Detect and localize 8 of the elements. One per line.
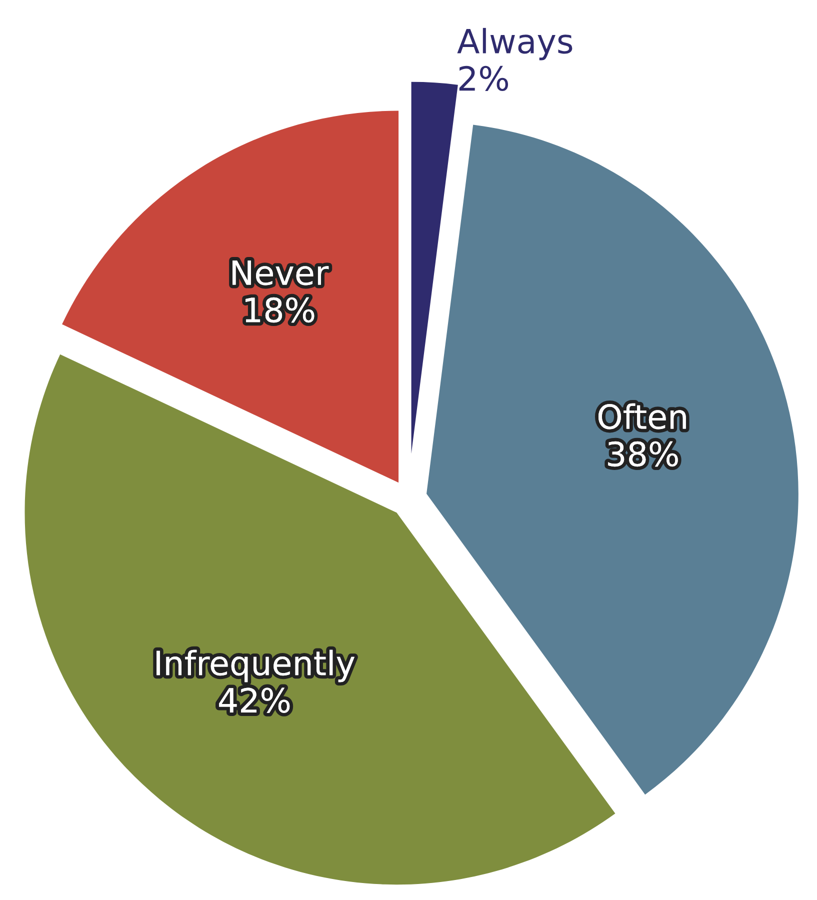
data-label: 2%	[459, 66, 508, 92]
data-label: 42%	[219, 688, 290, 713]
slice-label: Infrequently	[156, 650, 354, 682]
data-label: 18%	[246, 297, 314, 323]
slice-label: Often	[598, 403, 686, 430]
slice-label: Always	[457, 28, 572, 60]
slice-label: Never	[232, 260, 329, 286]
data-label: 38%	[608, 441, 678, 467]
